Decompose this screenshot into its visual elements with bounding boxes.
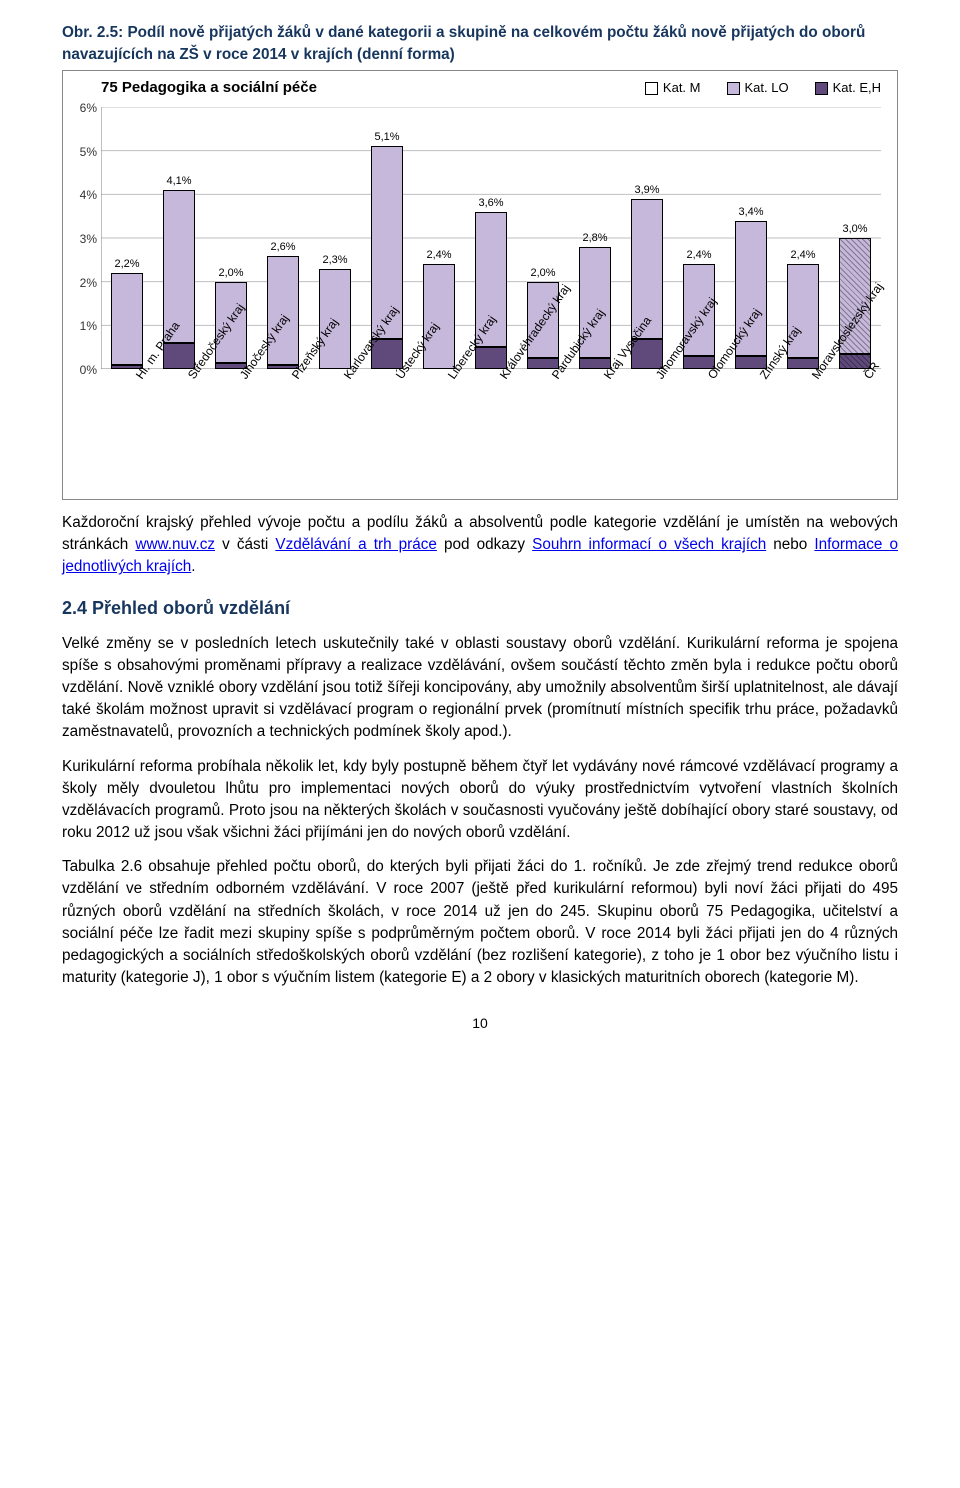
paragraph-links: Každoroční krajský přehled vývoje počtu … xyxy=(62,512,898,579)
bar-value-label: 3,0% xyxy=(842,222,867,238)
y-tick-label: 2% xyxy=(71,275,97,292)
bar-value-label: 2,0% xyxy=(530,266,555,282)
legend-item: Kat. M xyxy=(645,79,701,98)
bar-value-label: 2,4% xyxy=(426,248,451,264)
figure-title: Podíl nově přijatých žáků v dané kategor… xyxy=(62,24,865,63)
legend-swatch xyxy=(727,82,740,95)
chart-legend: Kat. M Kat. LO Kat. E,H xyxy=(645,79,881,98)
chart-header: 75 Pedagogika a sociální péče Kat. MKat.… xyxy=(101,77,893,99)
legend-label: Kat. M xyxy=(663,79,701,98)
bar-value-label: 2,2% xyxy=(114,257,139,273)
paragraph-2: Velké změny se v posledních letech uskut… xyxy=(62,633,898,744)
bar-segment xyxy=(111,273,143,365)
page-number: 10 xyxy=(62,1013,898,1033)
paragraph-4: Tabulka 2.6 obsahuje přehled počtu oborů… xyxy=(62,856,898,989)
legend-swatch xyxy=(815,82,828,95)
chart-frame: 75 Pedagogika a sociální péče Kat. MKat.… xyxy=(62,70,898,500)
y-tick-label: 4% xyxy=(71,187,97,204)
bar-value-label: 2,8% xyxy=(582,231,607,247)
paragraph-3: Kurikulární reforma probíhala několik le… xyxy=(62,756,898,845)
para1-b: v části xyxy=(215,536,275,553)
figure-label-text: Obr. 2.5: xyxy=(62,24,123,41)
y-tick-label: 0% xyxy=(71,362,97,379)
bar-value-label: 3,9% xyxy=(634,183,659,199)
legend-swatch xyxy=(645,82,658,95)
bar-value-label: 2,0% xyxy=(218,266,243,282)
figure-label: Obr. 2.5: Podíl nově přijatých žáků v da… xyxy=(62,22,898,66)
bar: 2,4% xyxy=(787,264,819,369)
y-tick-label: 1% xyxy=(71,318,97,335)
bar-segment xyxy=(423,264,455,369)
x-axis-labels: Hl. m. PrahaStředočeský krajJihočeský kr… xyxy=(101,369,881,489)
legend-item: Kat. E,H xyxy=(815,79,881,98)
bar-value-label: 2,3% xyxy=(322,253,347,269)
link-vzdelavani-trh[interactable]: Vzdělávání a trh práce xyxy=(275,536,437,553)
para1-c: pod odkazy xyxy=(437,536,532,553)
bar-value-label: 5,1% xyxy=(374,130,399,146)
chart-title: 75 Pedagogika a sociální péče xyxy=(101,77,317,99)
y-tick-label: 5% xyxy=(71,144,97,161)
bar-value-label: 2,4% xyxy=(686,248,711,264)
y-tick-label: 3% xyxy=(71,231,97,248)
bar-value-label: 2,4% xyxy=(790,248,815,264)
bar: 2,4% xyxy=(423,264,455,369)
legend-item: Kat. LO xyxy=(727,79,789,98)
bar-value-label: 3,6% xyxy=(478,196,503,212)
bar-value-label: 3,4% xyxy=(738,205,763,221)
y-tick-label: 6% xyxy=(71,100,97,117)
link-souhrn[interactable]: Souhrn informací o všech krajích xyxy=(532,536,766,553)
bar-value-label: 4,1% xyxy=(166,174,191,190)
section-heading: 2.4 Přehled oborů vzdělání xyxy=(62,595,898,621)
bar-value-label: 2,6% xyxy=(270,240,295,256)
para1-e: . xyxy=(191,558,195,575)
bar: 2,2% xyxy=(111,273,143,369)
legend-label: Kat. E,H xyxy=(833,79,881,98)
legend-label: Kat. LO xyxy=(745,79,789,98)
bar-slot: 2,2% xyxy=(101,107,153,369)
link-nuv[interactable]: www.nuv.cz xyxy=(135,536,215,553)
para1-d: nebo xyxy=(766,536,814,553)
